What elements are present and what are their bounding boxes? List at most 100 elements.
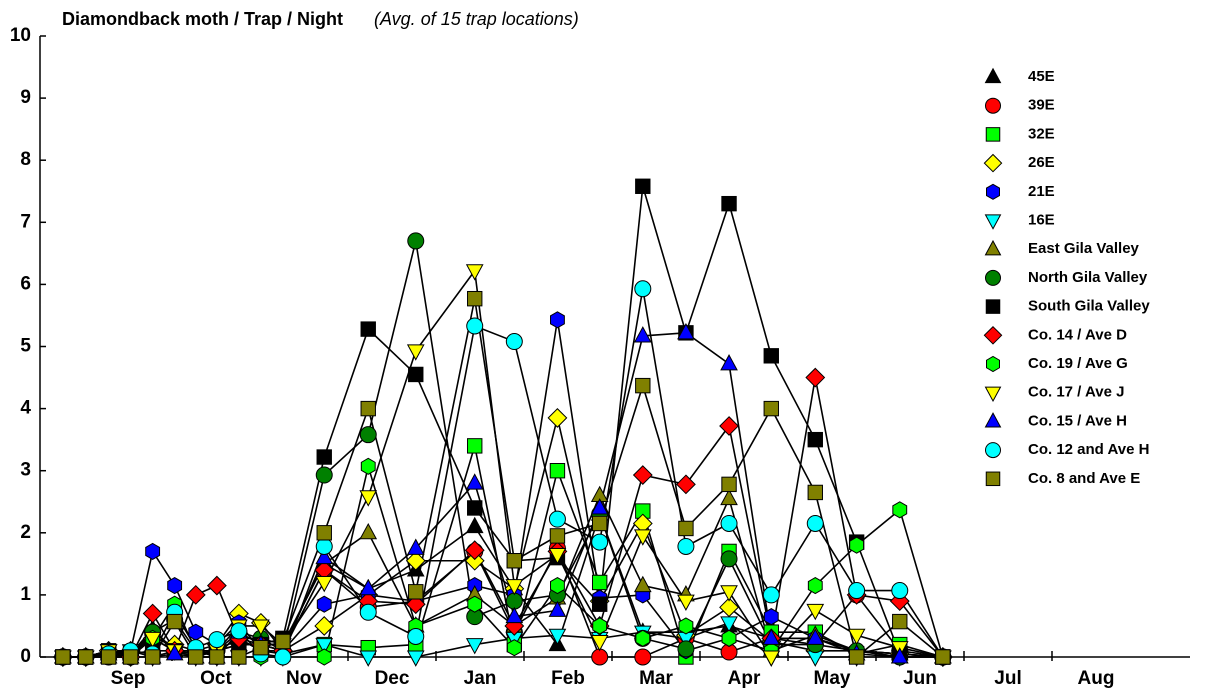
x-tick-label: Sep xyxy=(111,668,146,689)
marker xyxy=(316,595,332,613)
marker xyxy=(891,582,909,600)
marker xyxy=(984,386,1002,403)
x-tick-label: Mar xyxy=(639,668,673,689)
legend-label: 26E xyxy=(1028,154,1055,171)
marker xyxy=(984,67,1002,84)
marker xyxy=(720,616,738,633)
marker xyxy=(806,603,825,621)
marker xyxy=(506,639,522,657)
legend-label: Co. 14 / Ave D xyxy=(1028,326,1127,343)
legend-label: Co. 8 and Ave E xyxy=(1028,470,1140,487)
y-tick-label: 4 xyxy=(20,398,31,419)
marker xyxy=(720,550,738,568)
marker xyxy=(464,540,485,561)
y-tick-label: 1 xyxy=(20,584,31,605)
marker xyxy=(984,412,1002,428)
marker xyxy=(206,575,227,596)
marker xyxy=(253,639,269,656)
marker xyxy=(591,596,608,612)
marker xyxy=(635,629,651,647)
x-tick-label: Jan xyxy=(464,668,497,689)
marker xyxy=(505,606,524,624)
marker xyxy=(466,317,484,335)
marker xyxy=(230,622,248,640)
marker xyxy=(359,603,377,621)
marker xyxy=(892,501,908,519)
marker xyxy=(984,239,1002,256)
marker xyxy=(985,97,1001,114)
marker xyxy=(985,299,1001,314)
legend-label: 39E xyxy=(1028,97,1055,114)
marker xyxy=(506,553,523,569)
marker xyxy=(590,634,609,652)
marker xyxy=(100,649,117,665)
marker xyxy=(806,514,824,532)
marker xyxy=(144,649,161,665)
marker xyxy=(315,638,334,655)
legend-label: Co. 19 / Ave G xyxy=(1028,355,1128,372)
marker xyxy=(806,650,825,667)
marker xyxy=(633,529,652,546)
marker xyxy=(252,619,270,636)
marker xyxy=(721,629,737,647)
y-tick-label: 0 xyxy=(20,646,31,667)
marker xyxy=(208,631,226,649)
legend-label: East Gila Valley xyxy=(1028,240,1140,257)
marker xyxy=(360,457,376,475)
y-tick-label: 10 xyxy=(10,25,31,46)
marker xyxy=(635,377,651,394)
y-tick-label: 9 xyxy=(20,87,31,108)
x-tick-label: Aug xyxy=(1078,668,1115,689)
marker xyxy=(848,582,866,600)
marker xyxy=(408,584,424,600)
marker xyxy=(359,650,378,667)
marker xyxy=(847,628,866,646)
marker xyxy=(806,628,825,645)
marker xyxy=(890,647,909,664)
marker xyxy=(407,232,425,250)
legend: 45E 39E 32E 26E 21E 16E East Gila Valley North … xyxy=(983,67,1150,487)
y-tick-label: 2 xyxy=(20,522,31,543)
marker xyxy=(467,595,483,613)
marker xyxy=(359,578,378,596)
marker xyxy=(985,269,1001,286)
marker xyxy=(721,476,737,493)
marker xyxy=(143,631,162,649)
marker xyxy=(505,333,523,351)
marker xyxy=(505,579,524,596)
marker xyxy=(549,528,566,544)
marker xyxy=(315,575,334,593)
x-tick-label: Jul xyxy=(994,668,1021,689)
marker xyxy=(145,542,161,561)
marker xyxy=(142,603,163,624)
marker xyxy=(316,648,332,666)
marker xyxy=(676,474,696,495)
marker xyxy=(720,488,738,506)
marker xyxy=(548,548,567,565)
marker xyxy=(167,577,183,595)
marker xyxy=(359,490,378,507)
y-tick-label: 5 xyxy=(20,336,31,357)
marker xyxy=(209,649,225,665)
marker xyxy=(407,628,425,646)
x-tick-label: Jun xyxy=(903,668,937,689)
marker xyxy=(849,536,865,554)
marker xyxy=(892,613,908,630)
marker xyxy=(166,613,183,630)
marker xyxy=(188,649,204,665)
marker xyxy=(720,514,738,532)
marker xyxy=(275,633,291,650)
marker xyxy=(314,616,335,636)
marker xyxy=(78,649,94,665)
marker xyxy=(763,608,779,626)
marker xyxy=(465,264,484,281)
marker xyxy=(465,638,484,655)
legend-label: Co. 17 / Ave J xyxy=(1028,384,1124,401)
marker xyxy=(405,594,426,615)
marker xyxy=(763,400,779,417)
marker xyxy=(721,195,737,212)
y-tick-label: 8 xyxy=(20,149,31,170)
marker xyxy=(985,127,1001,142)
legend-label: South Gila Valley xyxy=(1028,298,1150,315)
